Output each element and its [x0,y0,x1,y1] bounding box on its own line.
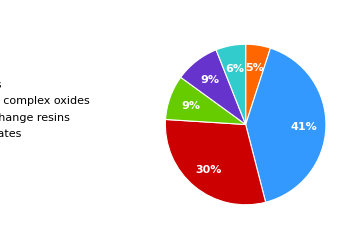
Legend: Zeolites, Oxides, complex oxides, Ion-exchange resins, Phosphates, Clays, Other: Zeolites, Oxides, complex oxides, Ion-ex… [0,78,91,172]
Text: 9%: 9% [182,100,201,110]
Wedge shape [246,49,326,203]
Text: 9%: 9% [201,74,220,85]
Wedge shape [246,45,271,125]
Text: 5%: 5% [245,63,264,73]
Wedge shape [165,120,266,205]
Text: 6%: 6% [225,64,244,74]
Wedge shape [181,51,246,125]
Wedge shape [216,45,246,125]
Wedge shape [165,78,246,125]
Text: 30%: 30% [195,164,222,174]
Text: 41%: 41% [290,122,317,132]
